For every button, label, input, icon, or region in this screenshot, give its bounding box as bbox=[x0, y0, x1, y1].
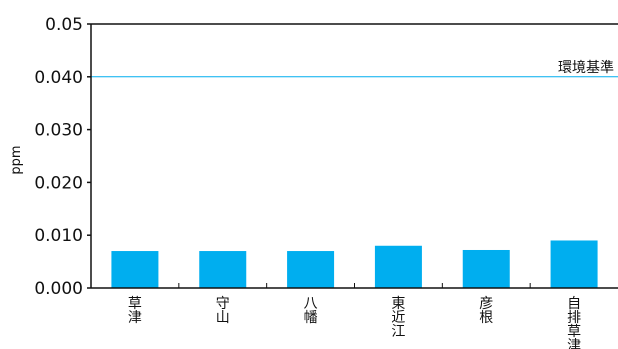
bar bbox=[374, 245, 422, 288]
x-tick-label-char: 根 bbox=[479, 310, 493, 326]
x-tick-label-char: 近 bbox=[391, 310, 405, 326]
x-tick-label-char: 山 bbox=[216, 310, 230, 326]
x-tick-label: 八幡 bbox=[304, 296, 318, 326]
x-tick-label-char: 津 bbox=[567, 338, 581, 349]
x-tick-label: 彦根 bbox=[479, 296, 493, 326]
y-tick-label: 0.000 bbox=[34, 279, 83, 299]
y-tick-label: 0.05 bbox=[45, 15, 83, 35]
x-tick-label: 自排草津 bbox=[567, 296, 581, 349]
axes-group bbox=[90, 23, 618, 289]
x-tick-label: 東近江 bbox=[391, 296, 405, 340]
x-tick-label-char: 江 bbox=[391, 324, 405, 340]
bar bbox=[462, 249, 510, 288]
reference-line-label: 環境基準 bbox=[558, 59, 614, 76]
x-tick-label-char: 草 bbox=[567, 324, 581, 340]
bar bbox=[111, 251, 159, 288]
reference-line-group: 環境基準 bbox=[91, 59, 618, 78]
x-tick-label-char: 東 bbox=[391, 296, 405, 312]
y-tick-label: 0.040 bbox=[34, 68, 83, 88]
x-tick-label-char: 自 bbox=[567, 296, 581, 312]
x-tick-label: 守山 bbox=[216, 296, 230, 326]
x-tick-label-char: 津 bbox=[128, 310, 142, 326]
y-tick-label: 0.030 bbox=[34, 121, 83, 141]
y-tick-label: 0.020 bbox=[34, 173, 83, 193]
x-tick-label-char: 守 bbox=[216, 296, 230, 312]
bar bbox=[287, 251, 335, 288]
x-tick-label: 草津 bbox=[128, 296, 142, 326]
x-tick-label-char: 八 bbox=[304, 296, 318, 312]
y-ticks-group: 0.000 0.010 0.020 0.030 0.040 0.05 bbox=[34, 15, 91, 299]
y-axis-title: ppm bbox=[9, 145, 24, 174]
x-tick-label-char: 排 bbox=[567, 310, 581, 326]
bar bbox=[199, 251, 247, 288]
bars-group bbox=[111, 240, 598, 288]
bar bbox=[550, 240, 598, 288]
y-tick-label: 0.010 bbox=[34, 226, 83, 246]
x-tick-label-char: 草 bbox=[128, 296, 142, 312]
x-tick-label-char: 幡 bbox=[304, 310, 318, 326]
x-tick-label-char: 彦 bbox=[479, 296, 493, 312]
